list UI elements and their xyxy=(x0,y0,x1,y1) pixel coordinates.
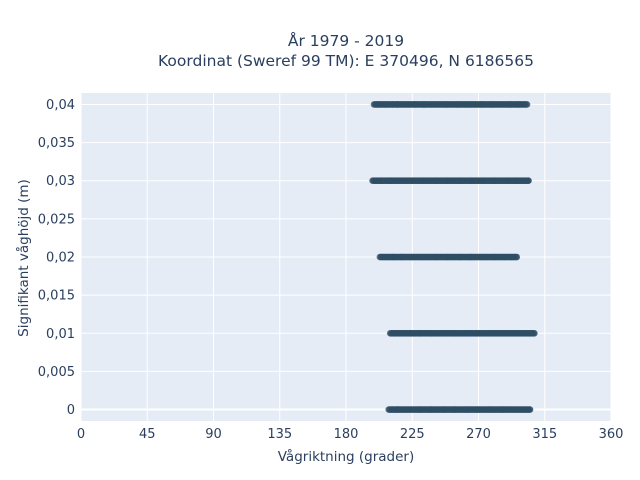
x-tick-label: 270 xyxy=(466,427,491,442)
x-tick-label: 225 xyxy=(400,427,425,442)
data-point xyxy=(513,253,521,261)
data-point xyxy=(525,177,532,185)
y-tick-label: 0,015 xyxy=(38,289,75,304)
y-tick-label: 0,01 xyxy=(46,327,75,342)
y-tick-label: 0,005 xyxy=(38,365,75,380)
chart-title: År 1979 - 2019 xyxy=(288,31,404,50)
x-tick-label: 0 xyxy=(77,427,85,442)
y-tick-label: 0,025 xyxy=(38,212,75,227)
grid-lines xyxy=(80,93,612,421)
y-axis-ticks: 0 0,005 0,01 0,015 0,02 0,025 0,03 0,035 0,04 xyxy=(38,98,75,418)
y-tick-label: 0,03 xyxy=(46,174,75,189)
y-tick-label: 0 xyxy=(67,403,75,418)
x-tick-label: 315 xyxy=(532,427,557,442)
data-points xyxy=(369,101,538,413)
data-point xyxy=(531,329,538,337)
data-point xyxy=(523,101,531,108)
x-tick-label: 360 xyxy=(599,427,624,442)
x-axis-title: Vågriktning (grader) xyxy=(278,448,415,465)
x-tick-label: 180 xyxy=(334,427,359,442)
y-tick-label: 0,035 xyxy=(38,136,75,151)
x-axis-ticks: 0 45 90 135 180 225 270 315 360 xyxy=(77,427,624,442)
chart-subtitle: Koordinat (Sweref 99 TM): E 370496, N 61… xyxy=(158,52,534,70)
y-tick-label: 0,02 xyxy=(46,251,75,266)
y-axis-title: Signifikant våghöjd (m) xyxy=(15,179,32,337)
x-tick-label: 90 xyxy=(205,427,222,442)
data-point xyxy=(526,406,534,413)
x-tick-label: 135 xyxy=(267,427,292,442)
y-tick-label: 0,04 xyxy=(46,98,75,113)
x-tick-label: 45 xyxy=(139,427,156,442)
